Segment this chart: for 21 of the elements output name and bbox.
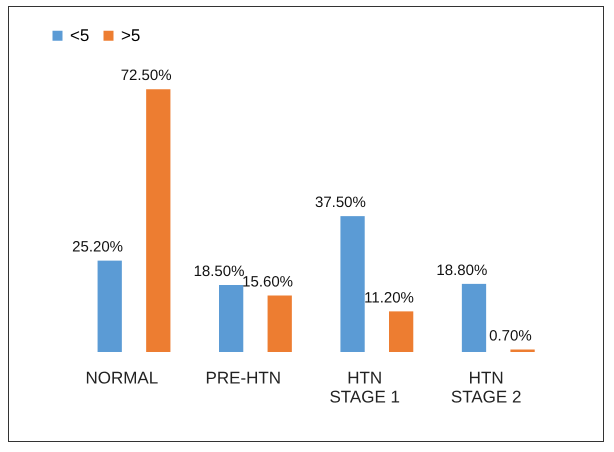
data-label: 72.50% [120, 67, 172, 84]
bar [268, 295, 292, 352]
data-label: 0.70% [489, 327, 532, 344]
bar [340, 216, 365, 352]
data-label: 25.20% [72, 238, 124, 256]
bar [219, 284, 244, 352]
bar [510, 349, 535, 352]
x-tick-label: NORMAL [85, 368, 158, 388]
x-tick-label: HTN STAGE 1 [329, 368, 400, 406]
bar [389, 311, 414, 352]
data-label: 11.20% [364, 289, 414, 306]
x-tick-label: PRE-HTN [206, 368, 282, 388]
bar [462, 284, 486, 352]
bar [98, 260, 122, 352]
data-label: 18.50% [194, 262, 244, 280]
legend-label: <5 [70, 26, 90, 45]
bar [146, 89, 170, 352]
data-label: 37.50% [314, 194, 366, 212]
x-tick-label: HTN STAGE 2 [450, 368, 522, 406]
data-label: 18.80% [436, 262, 488, 279]
legend-label: >5 [121, 26, 140, 45]
